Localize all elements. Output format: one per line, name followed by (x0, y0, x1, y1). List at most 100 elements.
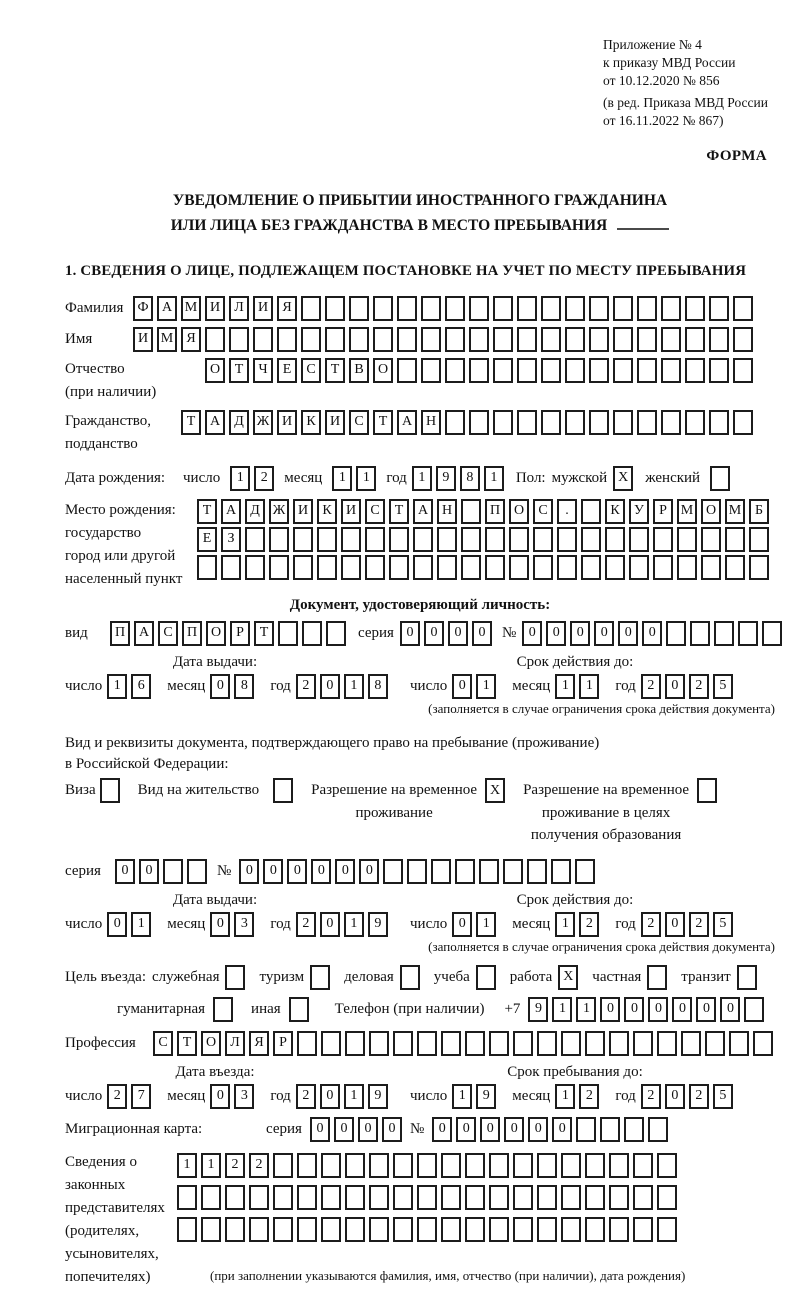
char-box[interactable]: Д (229, 409, 249, 435)
char-box[interactable]: 0 (480, 1116, 501, 1142)
char-box[interactable] (513, 1216, 533, 1242)
char-box[interactable]: О (509, 498, 529, 524)
char-box[interactable] (341, 554, 361, 580)
char-box[interactable] (557, 526, 577, 552)
char-box[interactable] (201, 1216, 221, 1242)
char-box[interactable]: 2 (295, 673, 316, 699)
char-box[interactable] (557, 554, 577, 580)
char-box[interactable] (465, 1030, 485, 1056)
char-box[interactable] (213, 996, 234, 1022)
char-box[interactable] (397, 357, 417, 383)
char-box[interactable] (647, 964, 668, 990)
char-box[interactable] (736, 964, 757, 990)
char-box[interactable]: 7 (131, 1083, 152, 1109)
char-box[interactable] (461, 526, 481, 552)
char-box[interactable] (469, 326, 489, 352)
char-box[interactable]: Ч (253, 357, 273, 383)
char-box[interactable]: 0 (319, 1083, 340, 1109)
char-box[interactable]: 9 (367, 911, 388, 937)
char-box[interactable]: 9 (435, 465, 456, 491)
char-box[interactable] (489, 1030, 509, 1056)
char-box[interactable]: 0 (333, 1116, 354, 1142)
char-box[interactable] (177, 1184, 197, 1210)
char-box[interactable] (513, 1030, 533, 1056)
char-box[interactable] (469, 295, 489, 321)
char-box[interactable] (341, 526, 361, 552)
char-box[interactable] (99, 778, 120, 804)
char-box[interactable] (441, 1030, 461, 1056)
char-box[interactable] (317, 526, 337, 552)
char-box[interactable] (613, 357, 633, 383)
char-box[interactable] (397, 295, 417, 321)
char-box[interactable] (624, 1116, 645, 1142)
char-box[interactable] (273, 1216, 293, 1242)
char-box[interactable] (163, 858, 183, 884)
char-box[interactable]: И (277, 409, 297, 435)
char-box[interactable]: 0 (452, 911, 473, 937)
char-box[interactable] (677, 526, 697, 552)
char-box[interactable]: Т (325, 357, 345, 383)
char-box[interactable] (393, 1216, 413, 1242)
char-box[interactable]: 1 (483, 465, 504, 491)
char-box[interactable] (421, 295, 441, 321)
char-box[interactable] (609, 1216, 629, 1242)
char-box[interactable] (431, 858, 452, 884)
char-box[interactable] (657, 1216, 677, 1242)
char-box[interactable]: 0 (642, 620, 663, 646)
char-box[interactable] (421, 326, 441, 352)
char-box[interactable] (321, 1184, 341, 1210)
char-box[interactable] (605, 526, 625, 552)
char-box[interactable]: 0 (570, 620, 591, 646)
char-box[interactable] (321, 1030, 341, 1056)
char-box[interactable] (417, 1152, 437, 1178)
char-box[interactable]: 0 (357, 1116, 378, 1142)
char-box[interactable]: 0 (139, 858, 159, 884)
char-box[interactable] (310, 964, 331, 990)
char-box[interactable]: 0 (618, 620, 639, 646)
char-box[interactable]: К (605, 498, 625, 524)
char-box[interactable] (489, 1216, 509, 1242)
char-box[interactable] (527, 858, 548, 884)
char-box[interactable] (637, 295, 657, 321)
char-box[interactable]: 0 (359, 858, 380, 884)
char-box[interactable] (685, 326, 705, 352)
char-box[interactable] (293, 554, 313, 580)
char-box[interactable] (493, 326, 513, 352)
char-box[interactable] (633, 1030, 653, 1056)
char-box[interactable]: И (293, 498, 313, 524)
char-box[interactable]: 0 (546, 620, 567, 646)
char-box[interactable] (581, 498, 601, 524)
char-box[interactable] (269, 554, 289, 580)
char-box[interactable] (445, 326, 465, 352)
char-box[interactable] (345, 1030, 365, 1056)
char-box[interactable]: 0 (456, 1116, 477, 1142)
char-box[interactable] (709, 295, 729, 321)
char-box[interactable] (325, 326, 345, 352)
char-box[interactable]: Т (254, 620, 274, 646)
char-box[interactable] (561, 1030, 581, 1056)
char-box[interactable]: Т (177, 1030, 197, 1056)
char-box[interactable]: А (221, 498, 241, 524)
char-box[interactable] (541, 409, 561, 435)
char-box[interactable]: 0 (664, 1083, 685, 1109)
char-box[interactable]: 0 (664, 911, 685, 937)
char-box[interactable]: 0 (210, 911, 231, 937)
char-box[interactable]: 2 (688, 1083, 709, 1109)
char-box[interactable]: 1 (356, 465, 377, 491)
char-box[interactable] (541, 326, 561, 352)
char-box[interactable] (485, 526, 505, 552)
char-box[interactable] (609, 1030, 629, 1056)
char-box[interactable]: З (221, 526, 241, 552)
char-box[interactable]: 1 (230, 465, 251, 491)
char-box[interactable]: 2 (640, 911, 661, 937)
char-box[interactable] (613, 326, 633, 352)
char-box[interactable] (369, 1030, 389, 1056)
char-box[interactable]: И (325, 409, 345, 435)
char-box[interactable] (229, 326, 249, 352)
char-box[interactable] (321, 1152, 341, 1178)
char-box[interactable] (762, 620, 783, 646)
char-box[interactable] (677, 554, 697, 580)
char-box[interactable] (690, 620, 711, 646)
char-box[interactable] (301, 326, 321, 352)
char-box[interactable] (565, 409, 585, 435)
